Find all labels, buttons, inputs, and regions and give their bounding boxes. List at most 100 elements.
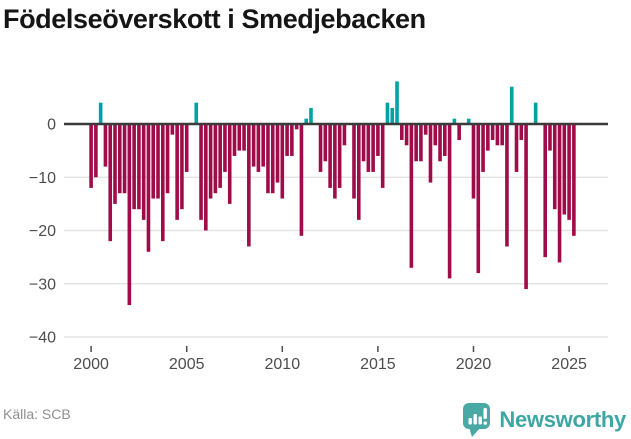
bar <box>509 86 514 124</box>
bar <box>395 81 399 124</box>
bar <box>103 124 108 167</box>
bar <box>500 124 504 146</box>
bar <box>137 124 141 210</box>
x-tick <box>185 346 188 352</box>
bar <box>261 124 265 167</box>
x-tick-label: 2010 <box>265 356 301 373</box>
bar <box>337 124 342 188</box>
gridline <box>64 229 608 232</box>
bar <box>161 124 165 242</box>
bar <box>385 102 390 124</box>
bar <box>213 124 218 194</box>
bar <box>490 124 495 140</box>
bar <box>132 124 136 210</box>
bar <box>285 124 289 156</box>
bar <box>342 124 347 146</box>
bar <box>232 124 237 156</box>
y-tick-label: −10 <box>29 170 56 187</box>
bar <box>423 124 428 135</box>
bar <box>113 124 117 204</box>
bar <box>266 124 270 194</box>
y-tick-label: −20 <box>29 223 56 240</box>
bar <box>533 102 538 124</box>
gridline <box>64 336 608 338</box>
bar <box>414 124 418 162</box>
bar <box>476 124 481 274</box>
bar <box>400 124 404 140</box>
bar <box>524 124 528 290</box>
bar <box>452 118 457 124</box>
bar <box>94 124 98 178</box>
bar <box>481 124 485 172</box>
bar <box>180 124 184 210</box>
bar <box>552 124 557 210</box>
bar <box>108 124 113 242</box>
bar <box>419 124 423 162</box>
x-tick <box>281 346 284 352</box>
bar <box>165 124 170 194</box>
bar <box>376 124 380 156</box>
bar <box>438 124 442 162</box>
bar <box>204 124 208 231</box>
bar <box>122 124 127 194</box>
bar <box>247 124 251 247</box>
bar <box>352 124 356 199</box>
bar <box>127 124 132 306</box>
bar <box>309 108 313 124</box>
bar <box>361 124 366 162</box>
bar <box>294 124 299 130</box>
bar <box>371 124 375 172</box>
y-tick-label: −30 <box>29 276 56 293</box>
x-tick <box>90 346 92 352</box>
x-tick <box>568 346 570 352</box>
bar <box>447 124 452 279</box>
bar <box>170 124 175 135</box>
x-tick-label: 2000 <box>73 356 109 373</box>
bar <box>433 124 438 146</box>
bar <box>505 124 509 247</box>
brand-logo: Newsworthy <box>462 402 626 438</box>
bar <box>548 124 552 151</box>
bar <box>318 124 323 172</box>
bar <box>557 124 562 263</box>
y-tick-label: 0 <box>47 117 56 134</box>
bar <box>227 124 232 204</box>
x-tick-label: 2015 <box>360 356 396 373</box>
bar <box>366 124 371 172</box>
bar <box>567 124 571 220</box>
bar <box>323 124 328 162</box>
bar <box>299 124 304 236</box>
bar <box>199 124 203 220</box>
bar <box>572 124 576 236</box>
bar <box>89 124 93 188</box>
chart-title: Födelseöverskott i Smedjebacken <box>3 4 426 34</box>
bar <box>98 102 103 124</box>
x-tick <box>377 346 379 352</box>
bar <box>514 124 519 172</box>
bar <box>562 124 567 215</box>
bar <box>175 124 179 220</box>
x-tick-label: 2020 <box>456 356 492 373</box>
bar <box>290 124 294 156</box>
bar <box>356 124 361 220</box>
bar <box>404 124 409 146</box>
bar <box>457 124 461 140</box>
bar <box>471 124 476 199</box>
source-label: Källa: SCB <box>3 406 71 422</box>
bar <box>428 124 433 183</box>
x-tick-label: 2025 <box>551 356 587 373</box>
bar <box>333 124 337 199</box>
bar <box>146 124 151 252</box>
bar <box>117 124 122 194</box>
bar <box>194 102 199 124</box>
bar <box>466 118 471 124</box>
bar <box>543 124 547 258</box>
bar <box>141 124 146 220</box>
gridline <box>64 283 608 285</box>
bar <box>280 124 285 199</box>
newsworthy-icon <box>463 403 491 437</box>
bar <box>443 124 447 156</box>
bar <box>328 124 332 188</box>
